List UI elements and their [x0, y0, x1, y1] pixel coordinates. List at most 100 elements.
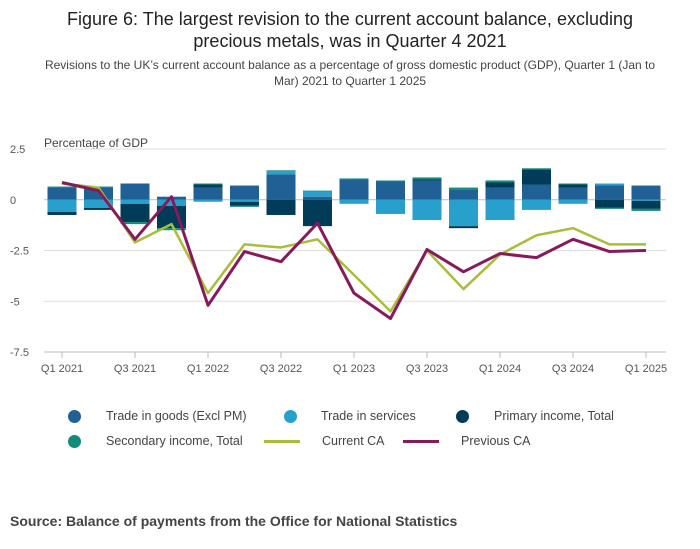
- bar: [631, 208, 661, 211]
- bar: [449, 187, 478, 190]
- legend-item-trade-goods[interactable]: Trade in goods (Excl PM): [68, 406, 247, 426]
- bar: [485, 180, 515, 183]
- bar: [485, 187, 515, 200]
- x-tick-label: Q3 2021: [114, 363, 156, 375]
- chart-subtitle-line-2: Mar) 2021 to Quarter 1 2025: [273, 74, 427, 88]
- legend-swatch-trade-goods: [68, 409, 81, 423]
- bar: [120, 183, 150, 200]
- bar: [339, 179, 369, 200]
- bar: [595, 199, 624, 208]
- x-tick-label: Q1 2025: [625, 363, 667, 375]
- legend-label-trade-services: Trade in services: [321, 409, 416, 423]
- bar: [193, 184, 223, 188]
- x-tick-label: Q3 2023: [406, 363, 448, 375]
- bar: [230, 185, 259, 200]
- y-tick-label: -5: [10, 296, 20, 308]
- legend-label-previous-ca: Previous CA: [461, 434, 531, 448]
- bar: [485, 199, 515, 221]
- bar: [47, 187, 77, 200]
- legend-label-trade-goods: Trade in goods (Excl PM): [106, 409, 247, 423]
- bar: [303, 191, 332, 197]
- bar: [412, 177, 442, 180]
- legend-label-primary-income: Primary income, Total: [494, 409, 614, 423]
- bar: [558, 199, 588, 204]
- bar: [522, 199, 551, 210]
- bar: [631, 199, 661, 201]
- bar: [84, 207, 113, 210]
- bar: [84, 199, 113, 208]
- bar: [485, 182, 515, 188]
- bar: [412, 179, 442, 181]
- series-line: [61, 181, 647, 321]
- bar: [631, 185, 661, 200]
- y-axis-label: Percentage of GDP: [44, 136, 149, 150]
- bar: [558, 183, 588, 185]
- bar: [120, 222, 150, 225]
- bar: [376, 180, 405, 182]
- legend-swatch-primary-income: [456, 409, 469, 423]
- bar: [412, 199, 442, 221]
- bar: [157, 228, 186, 231]
- bar: [522, 184, 551, 200]
- bar: [595, 183, 624, 186]
- chart-title-line-2: precious metals, was in Quarter 4 2021: [193, 31, 507, 51]
- bar: [120, 199, 150, 204]
- bar: [449, 199, 478, 227]
- x-tick-label: Q1 2022: [187, 363, 229, 375]
- chart-subtitle-line-1: Revisions to the UK’s current account ba…: [44, 58, 656, 72]
- bar: [631, 200, 661, 209]
- chart-title-line-1: Figure 6: The largest revision to the cu…: [67, 9, 633, 29]
- legend-swatch-previous-ca: [403, 439, 439, 443]
- chart-subtitle: Revisions to the UK’s current account ba…: [0, 57, 700, 89]
- x-tick-label: Q1 2023: [333, 363, 375, 375]
- y-tick-label: 0: [10, 195, 16, 207]
- bar: [47, 211, 77, 215]
- bar: [266, 174, 296, 200]
- bar: [449, 189, 478, 200]
- legend-item-secondary-income[interactable]: Secondary income, Total: [68, 431, 243, 451]
- bar: [230, 205, 259, 207]
- legend-item-current-ca[interactable]: Current CA: [264, 431, 385, 451]
- x-tick-label: Q3 2022: [260, 363, 302, 375]
- y-tick-label: -7.5: [10, 347, 29, 359]
- bar: [120, 203, 150, 223]
- bar: [193, 183, 223, 185]
- legend-label-secondary-income: Secondary income, Total: [106, 434, 243, 448]
- source-note: Source: Balance of payments from the Off…: [10, 513, 458, 529]
- bar: [339, 178, 369, 180]
- x-tick-label: Q1 2024: [479, 363, 521, 375]
- x-tick-label: Q3 2024: [552, 363, 594, 375]
- bar: [595, 185, 624, 200]
- bar: [595, 207, 624, 209]
- bar: [230, 199, 259, 202]
- bar: [193, 187, 223, 200]
- bar: [412, 180, 442, 200]
- bar: [522, 169, 551, 185]
- bar: [376, 181, 405, 200]
- bar: [558, 187, 588, 200]
- x-tick-label: Q1 2021: [41, 363, 83, 375]
- y-tick-label: 2.5: [10, 144, 25, 156]
- bar: [266, 170, 296, 172]
- bar: [339, 199, 369, 204]
- bar: [47, 186, 77, 188]
- bar: [230, 201, 259, 206]
- legend-item-previous-ca[interactable]: Previous CA: [403, 431, 530, 451]
- bar: [449, 226, 478, 229]
- legend-item-primary-income[interactable]: Primary income, Total: [456, 406, 614, 426]
- y-tick-label: -2.5: [10, 246, 29, 258]
- bar: [193, 199, 223, 202]
- bar: [522, 168, 551, 170]
- bar: [157, 199, 186, 206]
- bar: [266, 199, 296, 215]
- bar: [47, 199, 77, 212]
- legend-swatch-secondary-income: [68, 434, 81, 448]
- legend-swatch-current-ca: [264, 439, 300, 443]
- legend-label-current-ca: Current CA: [322, 434, 385, 448]
- bar: [376, 199, 405, 214]
- legend-item-trade-services[interactable]: Trade in services: [284, 406, 416, 426]
- bar: [558, 184, 588, 188]
- bar: [266, 171, 296, 175]
- bar: [303, 190, 332, 192]
- chart-title: Figure 6: The largest revision to the cu…: [0, 8, 700, 52]
